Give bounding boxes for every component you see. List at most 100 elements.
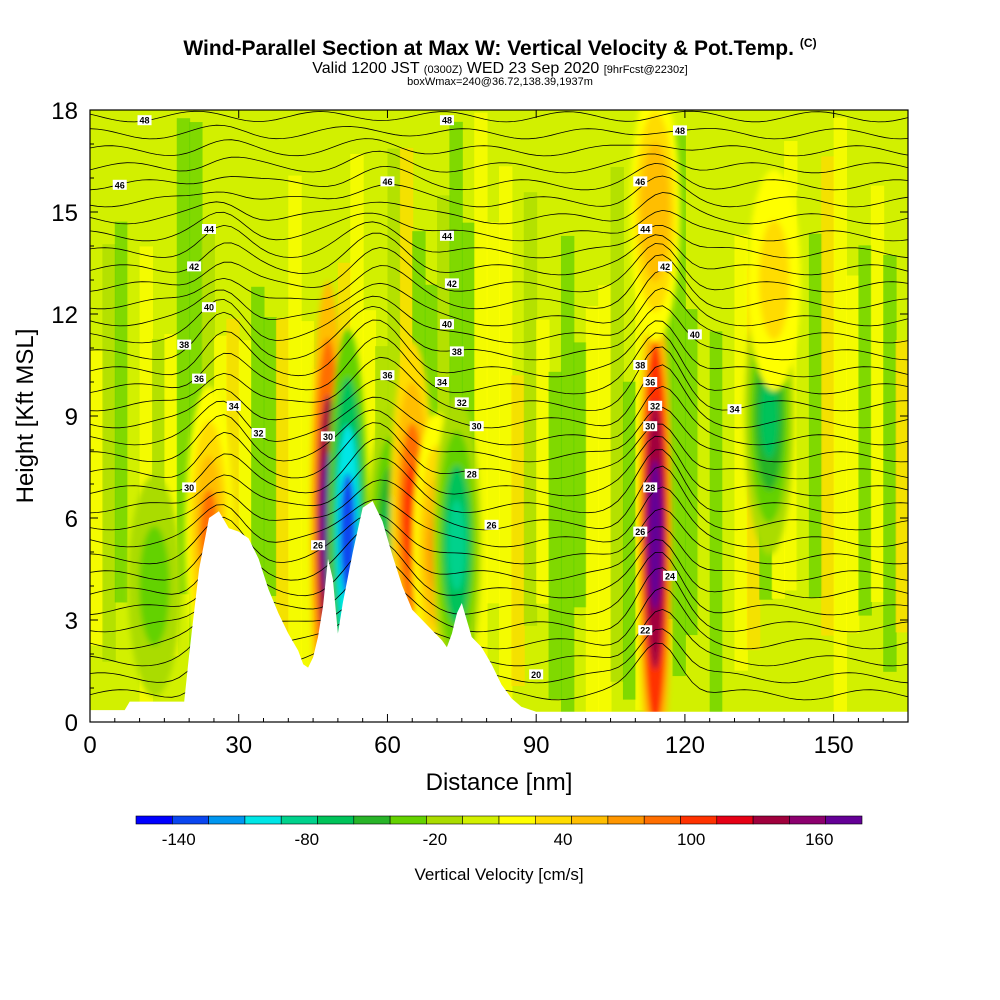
colorbar-swatch [752, 815, 790, 825]
contour-label-text: 46 [382, 177, 392, 187]
colorbar-swatch [317, 815, 355, 825]
field-band [610, 166, 624, 682]
x-tick-label: 30 [225, 732, 252, 759]
contour-label-text: 34 [729, 405, 739, 415]
colorbar-swatch [208, 815, 246, 825]
contour-label-text: 32 [650, 401, 660, 411]
colorbar-swatch [426, 815, 463, 825]
contour-label: 36 [380, 370, 395, 381]
contour-label: 30 [320, 431, 335, 442]
colorbar-swatch [534, 815, 572, 825]
isentrope-line [90, 124, 908, 140]
field-band [263, 317, 277, 597]
contour-label-text: 40 [442, 320, 452, 330]
isentrope-line [90, 305, 908, 361]
x-tick-label: 0 [83, 732, 96, 759]
colorbar-swatch [607, 815, 645, 825]
contour-label: 38 [449, 346, 464, 357]
isentrope-line [90, 61, 908, 71]
colorbar-swatch [498, 815, 536, 825]
chart-title: Wind-Parallel Section at Max W: Vertical… [183, 36, 817, 60]
colorbar-swatch [353, 815, 391, 825]
contour-label: 28 [464, 468, 479, 479]
y-tick-label: 9 [65, 404, 78, 431]
field-band [176, 118, 191, 595]
isentrope-line [90, 287, 908, 344]
contour-label-text: 30 [645, 422, 655, 432]
contour-label: 30 [182, 482, 197, 493]
valid-date: WED 23 Sep 2020 [466, 60, 600, 77]
contour-label: 32 [648, 400, 663, 411]
contour-label-text: 26 [487, 520, 497, 530]
field-band [585, 305, 600, 715]
contour-label-text: 28 [645, 483, 655, 493]
isentrope-line [90, 162, 908, 191]
contour-label-text: 32 [254, 429, 264, 439]
contour-label: 38 [177, 339, 192, 350]
colorbar-label: Vertical Velocity [cm/s] [414, 865, 583, 884]
field-band [833, 117, 848, 712]
contour-label-text: 30 [472, 422, 482, 432]
velocity-core [447, 499, 466, 591]
contour-label: 42 [187, 261, 202, 272]
x-tick-label: 150 [814, 732, 854, 759]
isentrope-line [90, 465, 908, 531]
isentrope-line [90, 138, 908, 157]
colorbar-swatch [643, 815, 681, 825]
contour-label: 34 [226, 400, 241, 411]
contour-label-text: 36 [645, 378, 655, 388]
isentrope-line [90, 221, 908, 259]
colorbar-swatch [172, 815, 209, 825]
field-band [90, 350, 104, 646]
isentrope-line [90, 435, 908, 497]
field-band [499, 166, 513, 705]
isentrope-line [90, 27, 908, 37]
isentrope-line [90, 486, 908, 548]
colorbar-swatch [789, 815, 827, 825]
colorbar-swatch [680, 815, 718, 825]
isentrope-line [90, 332, 908, 395]
field-band [275, 317, 290, 658]
chart-subtitle: Valid 1200 JST (0300Z) WED 23 Sep 2020 [… [0, 60, 1000, 78]
contour-label: 48 [672, 125, 687, 136]
colorbar-swatch [571, 815, 609, 825]
y-tick-label: 15 [51, 200, 78, 227]
isentrope-line [90, 192, 908, 225]
contour-label-text: 44 [442, 231, 452, 241]
isentrope-line [90, 232, 908, 276]
field-band [858, 245, 872, 616]
contour-label-text: 42 [660, 262, 670, 272]
contour-label-text: 36 [194, 374, 204, 384]
isentrope-line [90, 422, 908, 480]
field-band [536, 319, 550, 604]
y-tick-label: 3 [65, 608, 78, 635]
field-band [523, 192, 538, 626]
colorbar-tick-label: -140 [162, 830, 196, 849]
plot-area: 4846444240383634323048464442403836343230… [90, 27, 908, 722]
valid-utc: (0300Z) [423, 64, 463, 76]
isentrope-line [90, 406, 908, 463]
field-band [288, 175, 302, 668]
field-band [883, 254, 897, 672]
colorbar-swatch [462, 815, 500, 825]
field-band [622, 381, 637, 700]
contour-label: 26 [633, 526, 648, 537]
colorbar-tick-label: 160 [805, 830, 833, 849]
field-band [486, 222, 500, 604]
y-tick-label: 12 [51, 302, 78, 329]
terrain [90, 501, 908, 722]
field-band [548, 371, 562, 700]
contour-label: 32 [454, 397, 469, 408]
colorbar-tick-label: 40 [554, 830, 573, 849]
x-tick-label: 90 [523, 732, 550, 759]
contour-label-text: 46 [115, 180, 125, 190]
contour-label: 28 [643, 482, 658, 493]
valid-time: Valid 1200 JST [312, 60, 420, 77]
contour-label-text: 34 [229, 401, 239, 411]
contour-label: 42 [658, 261, 673, 272]
velocity-core [764, 245, 784, 315]
velocity-core [760, 373, 779, 459]
isentrope-line [90, 209, 908, 242]
contour-label: 38 [633, 360, 648, 371]
